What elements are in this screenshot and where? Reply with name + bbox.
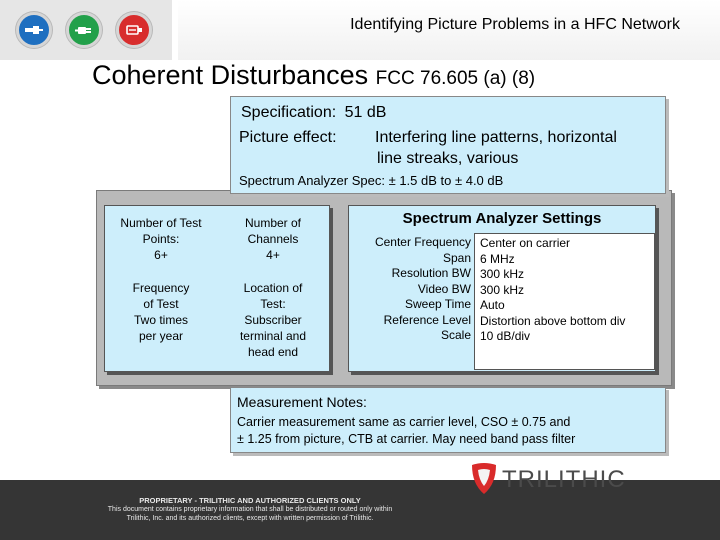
- channels-label2: Channels: [247, 232, 299, 246]
- spec-value: 51 dB: [344, 104, 387, 121]
- specification-box: Specification: 51 dB Picture effect: Int…: [230, 96, 666, 194]
- test-points-label2: Points:: [142, 232, 180, 246]
- slide-title: Coherent Disturbances FCC 76.605 (a) (8): [92, 60, 535, 91]
- settings-row-value: Auto: [480, 298, 505, 312]
- settings-row-label: Resolution BW: [391, 266, 471, 280]
- effect-line1: Interfering line patterns, horizontal: [375, 129, 617, 146]
- settings-row-label: Center Frequency: [374, 235, 471, 249]
- settings-row-value: 300 kHz: [480, 267, 525, 281]
- slide-title-sub: FCC 76.605 (a) (8): [375, 68, 536, 89]
- frequency-value1: Two times: [133, 313, 188, 327]
- measurement-notes-box: Measurement Notes: Carrier measurement s…: [230, 387, 666, 453]
- settings-row-value: Distortion above bottom div: [480, 313, 626, 328]
- settings-row-label: Reference Level: [383, 312, 471, 327]
- settings-row-label: Span: [442, 250, 471, 265]
- channels-cell: Number of Channels 4+: [217, 215, 329, 263]
- settings-title: Spectrum Analyzer Settings: [402, 210, 602, 227]
- footer-line2: This document contains proprietary infor…: [107, 506, 393, 513]
- location-cell: Location of Test: Subscriber terminal an…: [217, 280, 329, 360]
- analyzer-spec: Spectrum Analyzer Spec: ± 1.5 dB to ± 4.…: [239, 173, 504, 188]
- trilithic-shield-icon: [472, 463, 496, 494]
- footer-line1: PROPRIETARY - TRILITHIC AND AUTHORIZED C…: [139, 496, 361, 505]
- test-points-cell: Number of Test Points: 6+: [105, 215, 217, 263]
- settings-row-value: Center on carrier: [480, 236, 571, 250]
- footer-line3: Trilithic, Inc. and its authorized clien…: [126, 515, 374, 522]
- spec-label: Specification:: [241, 104, 337, 121]
- channels-value: 4+: [266, 248, 280, 262]
- effect-label: Picture effect:: [239, 129, 337, 146]
- channels-label1: Number of: [244, 216, 302, 230]
- settings-row-value: 6 MHz: [480, 251, 515, 266]
- notes-line1: Carrier measurement same as carrier leve…: [237, 415, 571, 429]
- settings-values-panel: Center on carrier 6 MHz 300 kHz 300 kHz …: [474, 233, 655, 370]
- settings-row-label: Sweep Time: [404, 297, 471, 311]
- header-title: Identifying Picture Problems in a HFC Ne…: [350, 16, 680, 33]
- settings-row-value: 300 kHz: [480, 282, 525, 297]
- location-label2: Test:: [260, 297, 286, 311]
- effect-line2: line streaks, various: [377, 150, 519, 167]
- settings-row-label: Scale: [440, 328, 471, 342]
- cable-connector-icon: [16, 12, 52, 48]
- settings-row-value: 10 dB/div: [480, 329, 531, 343]
- header-bar: [178, 0, 720, 60]
- plug-icon: [66, 12, 102, 48]
- test-info-box: Number of Test Points: 6+ Number of Chan…: [104, 205, 330, 372]
- frequency-value2: per year: [138, 329, 184, 343]
- settings-labels: Center Frequency Span Resolution BW Vide…: [375, 235, 471, 344]
- brand-name: TRILITHIC: [502, 466, 626, 493]
- notes-text: Carrier measurement same as carrier leve…: [237, 414, 661, 448]
- test-points-value: 6+: [154, 248, 168, 262]
- test-points-label1: Number of Test: [120, 216, 202, 230]
- notes-line2: ± 1.25 from picture, CTB at carrier. May…: [237, 432, 576, 446]
- frequency-label2: of Test: [143, 297, 179, 311]
- footer-proprietary-notice: PROPRIETARY - TRILITHIC AND AUTHORIZED C…: [0, 496, 500, 523]
- location-label1: Location of: [243, 281, 303, 295]
- header-logo-box: [0, 0, 172, 60]
- frequency-cell: Frequency of Test Two times per year: [105, 280, 217, 344]
- location-value3: head end: [247, 345, 299, 359]
- analyzer-settings-box: Spectrum Analyzer Settings Center Freque…: [348, 205, 656, 372]
- slide-title-main: Coherent Disturbances: [92, 60, 369, 90]
- settings-row-label: Video BW: [417, 281, 471, 296]
- location-value2: terminal and: [239, 329, 307, 343]
- notes-title: Measurement Notes:: [237, 394, 367, 410]
- footer-bar: [0, 480, 720, 540]
- location-value1: Subscriber: [244, 313, 302, 327]
- frequency-label1: Frequency: [132, 281, 190, 295]
- signal-plug-icon: [116, 12, 152, 48]
